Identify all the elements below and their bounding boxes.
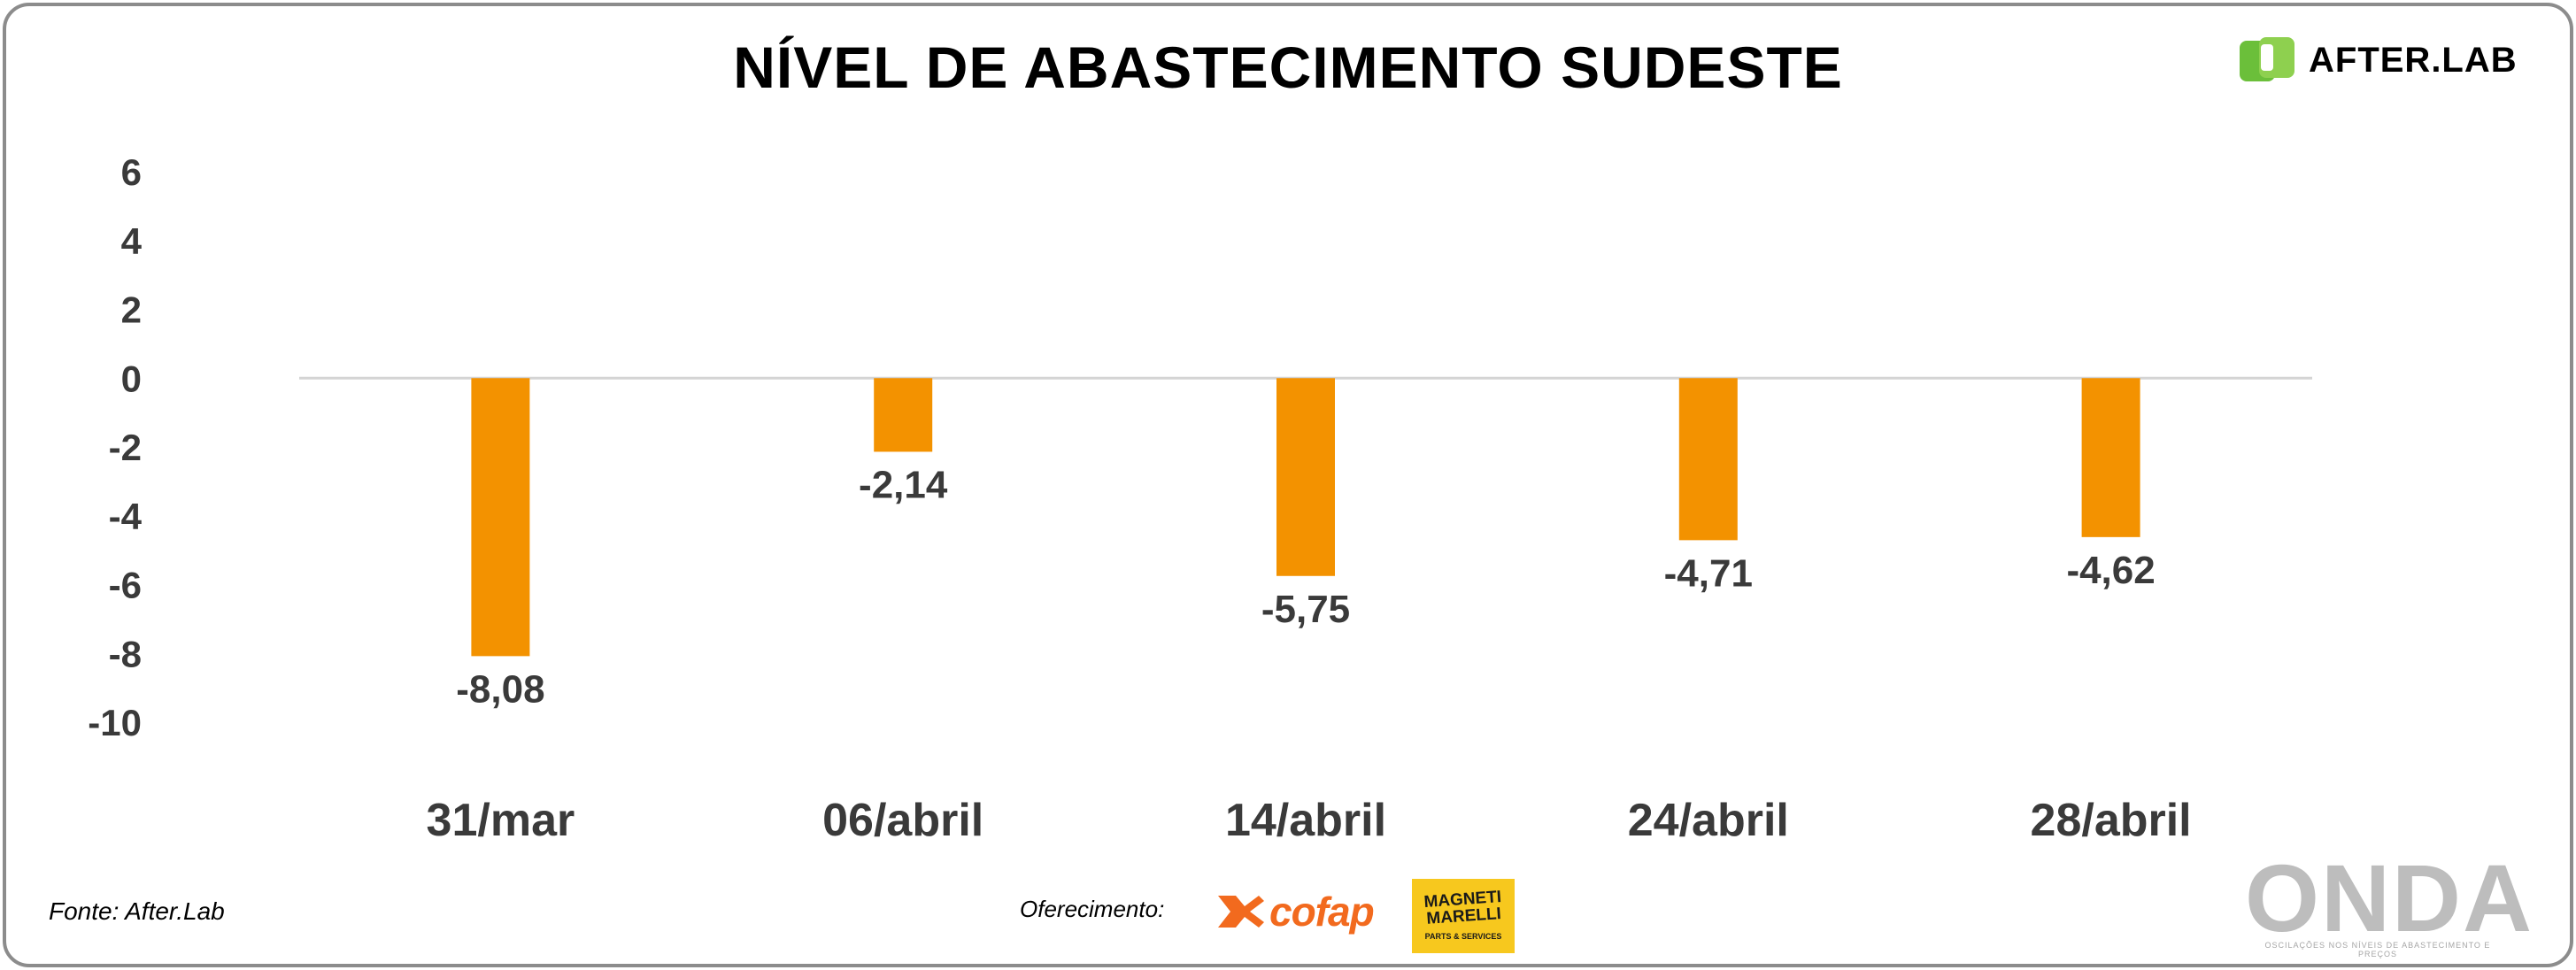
chart-title: NÍVEL DE ABASTECIMENTO SUDESTE xyxy=(733,35,1843,100)
y-tick-label: 0 xyxy=(121,358,142,399)
y-tick-label: -8 xyxy=(109,633,142,674)
x-tick-label: 28/abril xyxy=(2031,795,2192,846)
bar xyxy=(2081,378,2140,537)
y-tick-label: -2 xyxy=(109,427,142,468)
onda-watermark: ONDA xyxy=(2245,844,2534,951)
magneti-marelli-logo: MAGNETI MARELLI PARTS & SERVICES xyxy=(1412,879,1515,953)
y-tick-label: -4 xyxy=(109,496,143,537)
marelli-wordmark: MAGNETI MARELLI xyxy=(1423,887,1502,928)
bar xyxy=(471,378,530,657)
cofap-wordmark: cofap xyxy=(1269,889,1375,935)
data-label: -5,75 xyxy=(1261,588,1350,631)
y-tick-label: -10 xyxy=(88,702,142,743)
bar xyxy=(874,378,933,452)
data-label: -2,14 xyxy=(859,463,948,506)
marelli-subtitle: PARTS & SERVICES xyxy=(1424,932,1502,941)
sponsor-label: Oferecimento: xyxy=(1020,896,1165,922)
x-tick-label: 06/abril xyxy=(822,795,983,846)
y-tick-label: 6 xyxy=(121,151,142,193)
y-tick-label: 2 xyxy=(121,289,142,331)
x-tick-label: 14/abril xyxy=(1225,795,1386,846)
brand-name: AFTER.LAB xyxy=(2309,40,2518,80)
onda-watermark-subtitle: OSCILAÇÕES NOS NÍVEIS DE ABASTECIMENTO E… xyxy=(2264,941,2491,958)
brand-logo: AFTER.LAB xyxy=(2240,34,2518,87)
afterlab-logo-icon xyxy=(2240,37,2294,81)
x-tick-label: 31/mar xyxy=(427,795,575,846)
data-label: -8,08 xyxy=(456,667,544,711)
data-label: -4,71 xyxy=(1664,551,1753,595)
y-tick-label: 4 xyxy=(121,220,143,262)
data-label: -4,62 xyxy=(2066,549,2155,592)
bar xyxy=(1678,378,1738,541)
cofap-logo: cofap xyxy=(1213,888,1375,935)
x-tick-label: 24/abril xyxy=(1628,795,1789,846)
source-note: Fonte: After.Lab xyxy=(49,897,225,925)
y-tick-label: -6 xyxy=(109,565,142,606)
bar xyxy=(1276,378,1335,576)
cofap-logo-icon xyxy=(1218,896,1264,928)
